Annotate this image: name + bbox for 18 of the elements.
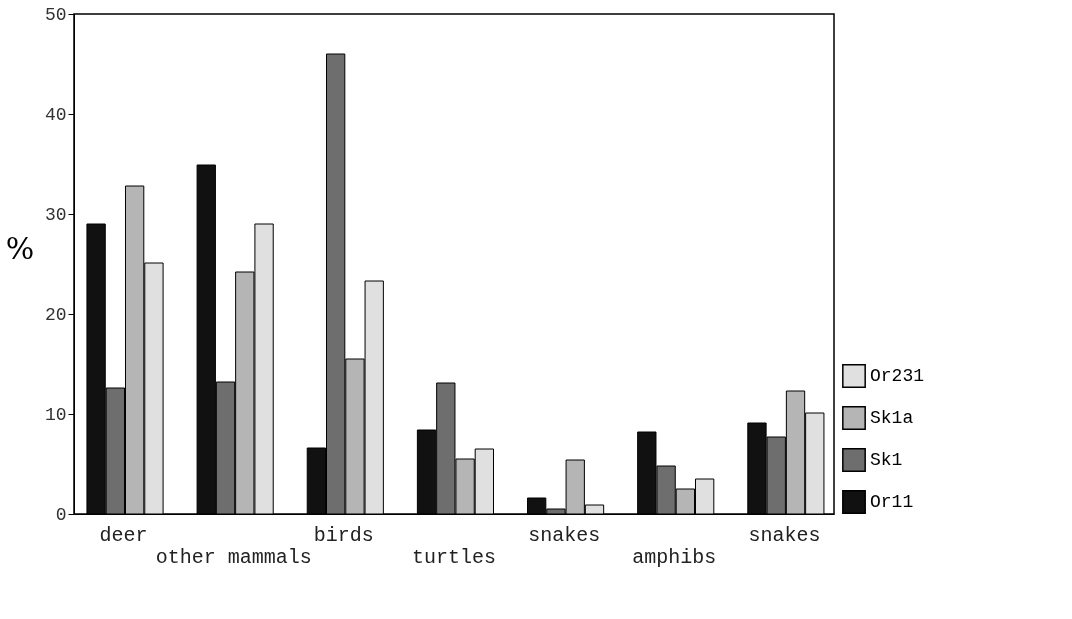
y-axis-title: %: [5, 230, 35, 266]
y-tick-label: 0: [55, 504, 67, 525]
x-tick-label: deer: [99, 523, 148, 547]
x-tick-label: other mammals: [155, 545, 312, 569]
x-tick-label: turtles: [411, 545, 497, 569]
y-tick-label: 20: [44, 304, 67, 325]
x-tick-label: birds: [313, 523, 374, 547]
x-tick-label: snakes: [748, 523, 821, 547]
legend-label: Sk1: [870, 450, 903, 470]
legend-label: Sk1a: [870, 408, 914, 428]
x-tick-label: snakes: [528, 523, 601, 547]
y-tick-label: 10: [44, 404, 67, 425]
y-tick-label: 50: [44, 4, 67, 25]
legend-label: Or231: [870, 366, 925, 386]
legend-label: Or11: [870, 492, 914, 512]
y-tick-label: 40: [44, 104, 67, 125]
y-tick-label: 30: [44, 204, 67, 225]
x-tick-label: amphibs: [632, 545, 717, 569]
